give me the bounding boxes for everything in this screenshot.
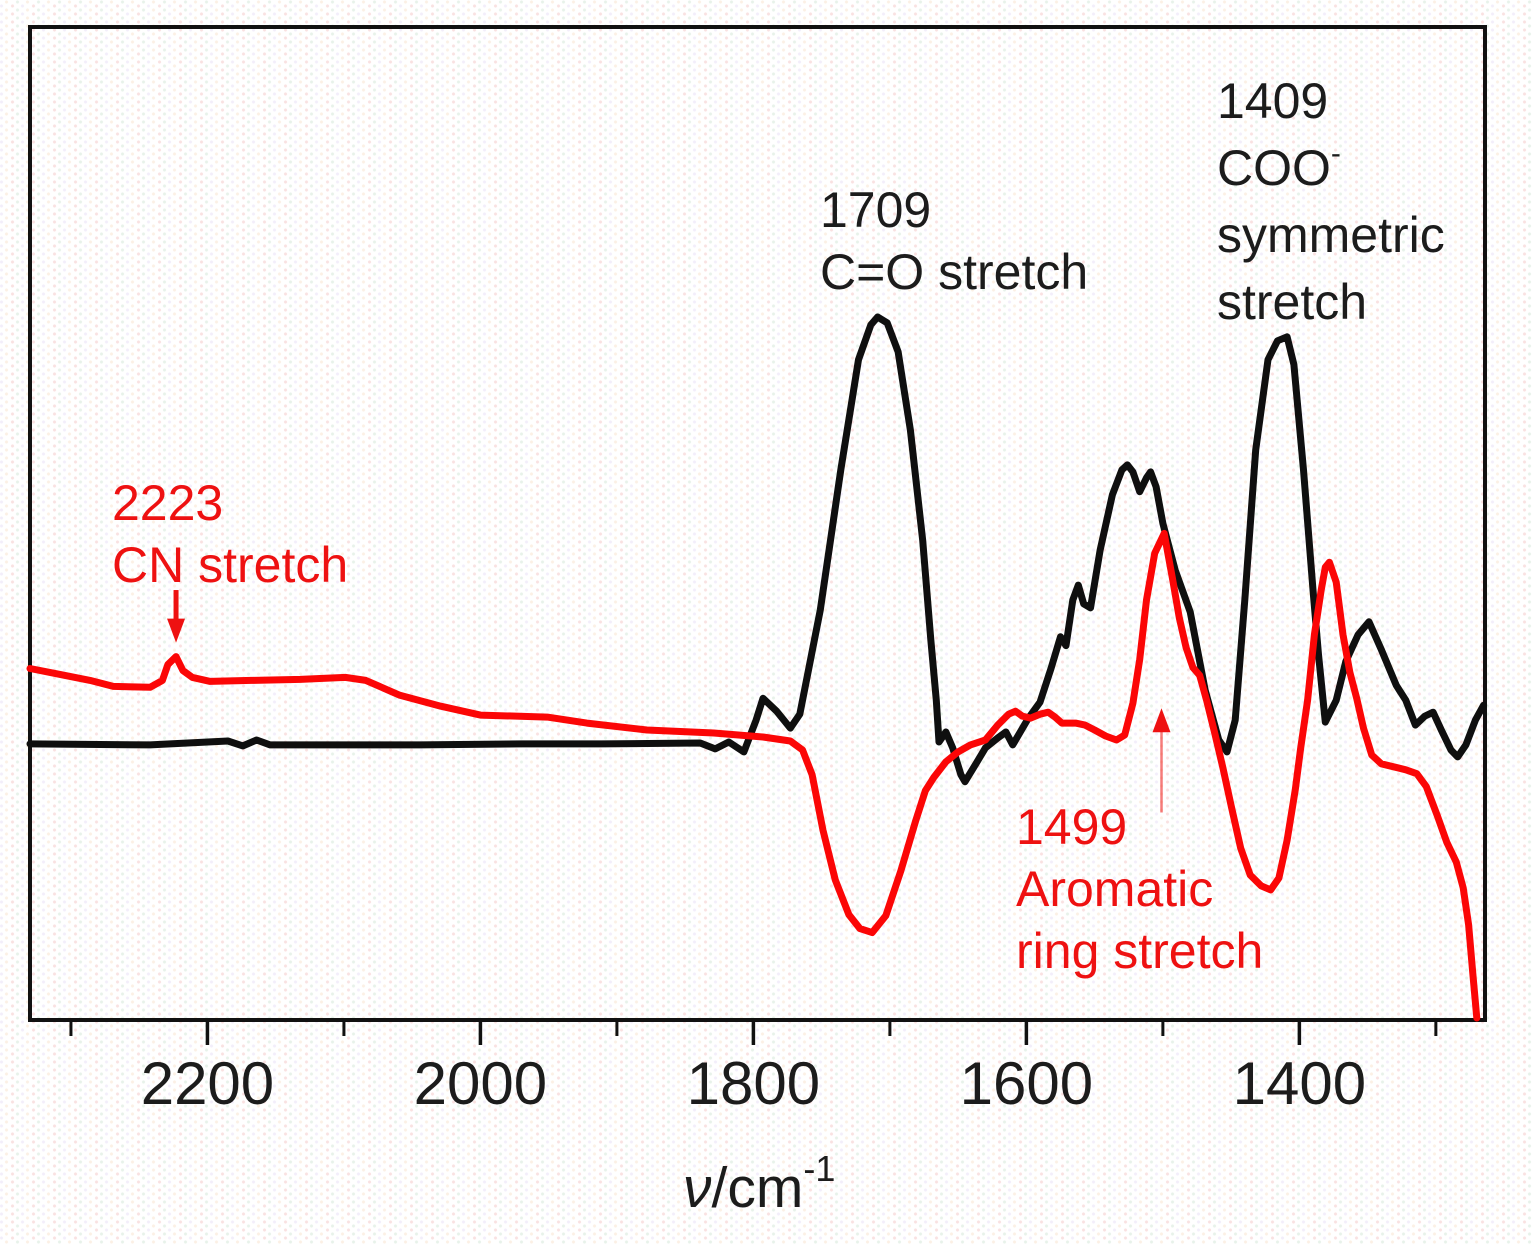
nu-symbol: ν bbox=[683, 1156, 712, 1220]
annotation-line: C=O stretch bbox=[820, 244, 1089, 300]
red-spectrum-curve bbox=[26, 529, 1481, 1022]
annotation-line: stretch bbox=[1217, 274, 1368, 330]
annotation-line: ring stretch bbox=[1016, 923, 1264, 979]
annotation-line: 1499 bbox=[1016, 799, 1128, 855]
annotation-line: symmetric bbox=[1217, 207, 1445, 263]
x-tick-label: 2000 bbox=[413, 1050, 548, 1117]
x-axis-label-unit: /cm bbox=[711, 1156, 804, 1220]
annotation-line: Aromatic bbox=[1016, 861, 1214, 917]
annotation-aromatic-ring-stretch: 1499 Aromatic ring stretch bbox=[1016, 796, 1263, 982]
x-axis-label: ν/cm-1 bbox=[683, 1151, 835, 1217]
superscript-minus: - bbox=[1330, 137, 1341, 171]
annotation-line: COO- bbox=[1217, 137, 1341, 196]
down-arrow-icon bbox=[167, 618, 186, 643]
x-tick-label: 2200 bbox=[140, 1050, 275, 1117]
annotation-line: 1709 bbox=[820, 182, 932, 238]
black-spectrum-curve bbox=[26, 313, 1488, 786]
x-tick-label: 1400 bbox=[1232, 1050, 1367, 1117]
annotation-co-stretch: 1709 C=O stretch bbox=[820, 179, 1088, 303]
annotation-line: 2223 bbox=[112, 475, 224, 531]
x-tick-label: 1600 bbox=[959, 1050, 1094, 1117]
annotation-coo-symmetric-stretch: 1409 COO- symmetric stretch bbox=[1217, 68, 1445, 336]
annotation-line: CN stretch bbox=[112, 537, 349, 593]
up-arrow-icon bbox=[1152, 708, 1171, 733]
plot-frame bbox=[28, 25, 1487, 1022]
x-tick-label: 1800 bbox=[686, 1050, 821, 1117]
annotation-line: 1409 bbox=[1217, 73, 1329, 129]
annotation-cn-stretch: 2223 CN stretch bbox=[112, 472, 348, 596]
x-axis-label-exponent: -1 bbox=[803, 1148, 836, 1189]
